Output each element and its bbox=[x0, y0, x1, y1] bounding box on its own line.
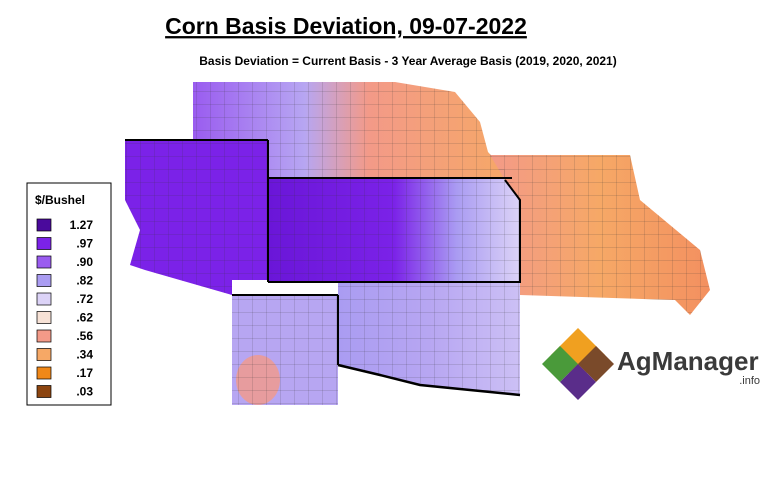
legend-label: .90 bbox=[76, 255, 93, 269]
legend-swatch bbox=[36, 311, 52, 324]
legend-swatch bbox=[36, 218, 52, 232]
legend-label: .72 bbox=[76, 292, 93, 306]
legend-label: .62 bbox=[76, 311, 93, 325]
legend-swatch bbox=[36, 329, 52, 343]
legend: $/Bushel 1.27 .97 .90 .82 .72 .62 .56 .34 .17 .03 bbox=[26, 182, 112, 406]
legend-swatch bbox=[36, 385, 52, 398]
legend-items: 1.27 .97 .90 .82 .72 .62 .56 .34 .17 .03 bbox=[36, 218, 94, 399]
legend-label: .97 bbox=[76, 237, 93, 251]
legend-label: 1.27 bbox=[70, 218, 94, 232]
legend-swatch bbox=[36, 292, 52, 306]
legend-label: .82 bbox=[76, 274, 93, 288]
legend-swatch bbox=[36, 274, 52, 287]
legend-label: .03 bbox=[76, 385, 93, 399]
legend-label: .34 bbox=[76, 348, 93, 362]
title: Corn Basis Deviation, 09-07-2022 bbox=[165, 13, 527, 39]
state-borders bbox=[125, 139, 521, 397]
legend-label: .17 bbox=[76, 366, 93, 380]
legend-swatch bbox=[36, 255, 52, 269]
legend-title: $/Bushel bbox=[35, 193, 85, 207]
subtitle: Basis Deviation = Current Basis - 3 Year… bbox=[199, 54, 616, 68]
logo-suffix: .info bbox=[739, 375, 760, 387]
county-lines bbox=[125, 82, 710, 405]
map bbox=[125, 82, 710, 405]
logo: AgManager .info bbox=[540, 325, 760, 405]
legend-swatch bbox=[36, 366, 52, 380]
legend-swatch bbox=[36, 348, 52, 361]
logo-name: AgManager bbox=[617, 346, 759, 376]
legend-label: .56 bbox=[76, 329, 93, 343]
logo-diamond-bottom bbox=[560, 364, 596, 400]
legend-swatch bbox=[36, 237, 52, 250]
